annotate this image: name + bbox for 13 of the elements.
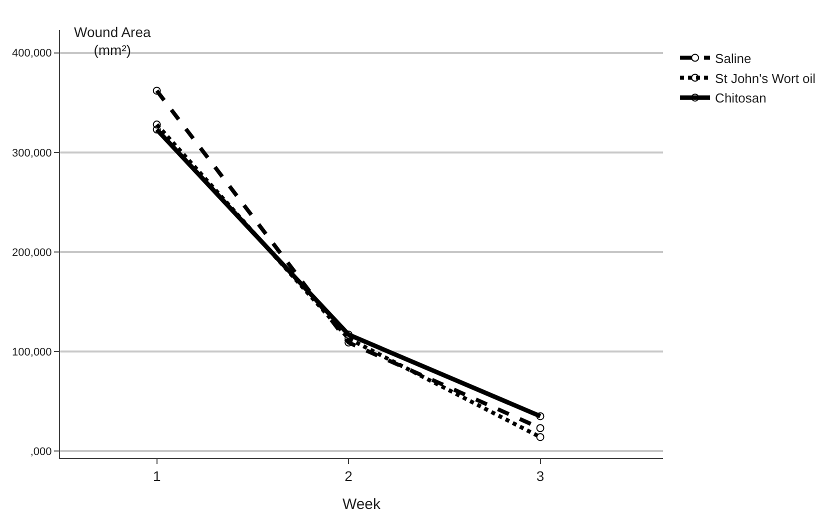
y-tick-label: 300,000 xyxy=(12,147,52,160)
legend-label: St John's Wort oil xyxy=(715,70,816,86)
y-tick-label: 100,000 xyxy=(12,346,52,358)
y-tick-label: 200,000 xyxy=(12,246,52,259)
legend-label: Chitosan xyxy=(715,90,766,106)
y-axis-title: Wound Area (mm²) xyxy=(74,24,152,58)
legend-label: Saline xyxy=(715,50,752,66)
y-tick-label: ,000 xyxy=(30,446,52,458)
y-tick-label: 400,000 xyxy=(12,48,52,60)
x-tick-label: 2 xyxy=(344,468,353,484)
x-tick-label: 3 xyxy=(536,468,544,484)
x-axis-title: Week xyxy=(342,496,382,513)
x-tick-label: 1 xyxy=(152,468,161,484)
